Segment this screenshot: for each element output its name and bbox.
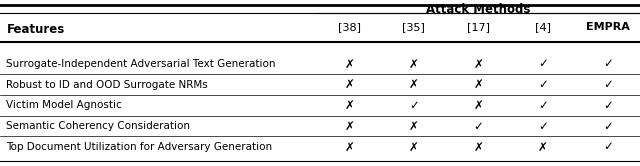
Text: ✗: ✗ xyxy=(344,57,354,70)
Text: ✓: ✓ xyxy=(474,120,483,133)
Text: Victim Model Agnostic: Victim Model Agnostic xyxy=(6,100,122,110)
Text: ✗: ✗ xyxy=(409,78,419,91)
Text: ✗: ✗ xyxy=(474,140,483,153)
Text: ✓: ✓ xyxy=(538,99,548,112)
Text: ✓: ✓ xyxy=(538,78,548,91)
Text: ✗: ✗ xyxy=(538,140,548,153)
Text: ✓: ✓ xyxy=(603,120,612,133)
Text: Features: Features xyxy=(6,23,65,36)
Text: ✓: ✓ xyxy=(603,78,612,91)
Text: Semantic Coherency Consideration: Semantic Coherency Consideration xyxy=(6,121,191,131)
Text: Surrogate-Independent Adversarial Text Generation: Surrogate-Independent Adversarial Text G… xyxy=(6,59,276,69)
Text: ✓: ✓ xyxy=(409,99,419,112)
Text: [38]: [38] xyxy=(338,22,360,32)
Text: ✓: ✓ xyxy=(538,120,548,133)
Text: ✗: ✗ xyxy=(344,120,354,133)
Text: ✗: ✗ xyxy=(344,140,354,153)
Text: ✓: ✓ xyxy=(603,140,612,153)
Text: [35]: [35] xyxy=(403,22,425,32)
Text: ✗: ✗ xyxy=(474,99,483,112)
Text: Attack Methods: Attack Methods xyxy=(426,3,531,16)
Text: ✗: ✗ xyxy=(474,78,483,91)
Text: ✓: ✓ xyxy=(538,57,548,70)
Text: EMPRA: EMPRA xyxy=(586,22,630,32)
Text: ✓: ✓ xyxy=(603,57,612,70)
Text: ✗: ✗ xyxy=(409,140,419,153)
Text: Robust to ID and OOD Surrogate NRMs: Robust to ID and OOD Surrogate NRMs xyxy=(6,80,208,90)
Text: ✗: ✗ xyxy=(344,78,354,91)
Text: ✗: ✗ xyxy=(409,120,419,133)
Text: ✓: ✓ xyxy=(603,99,612,112)
Text: ✗: ✗ xyxy=(344,99,354,112)
Text: [17]: [17] xyxy=(467,22,490,32)
Text: ✗: ✗ xyxy=(409,57,419,70)
Text: [4]: [4] xyxy=(535,22,551,32)
Text: Top Document Utilization for Adversary Generation: Top Document Utilization for Adversary G… xyxy=(6,142,273,152)
Text: ✗: ✗ xyxy=(474,57,483,70)
